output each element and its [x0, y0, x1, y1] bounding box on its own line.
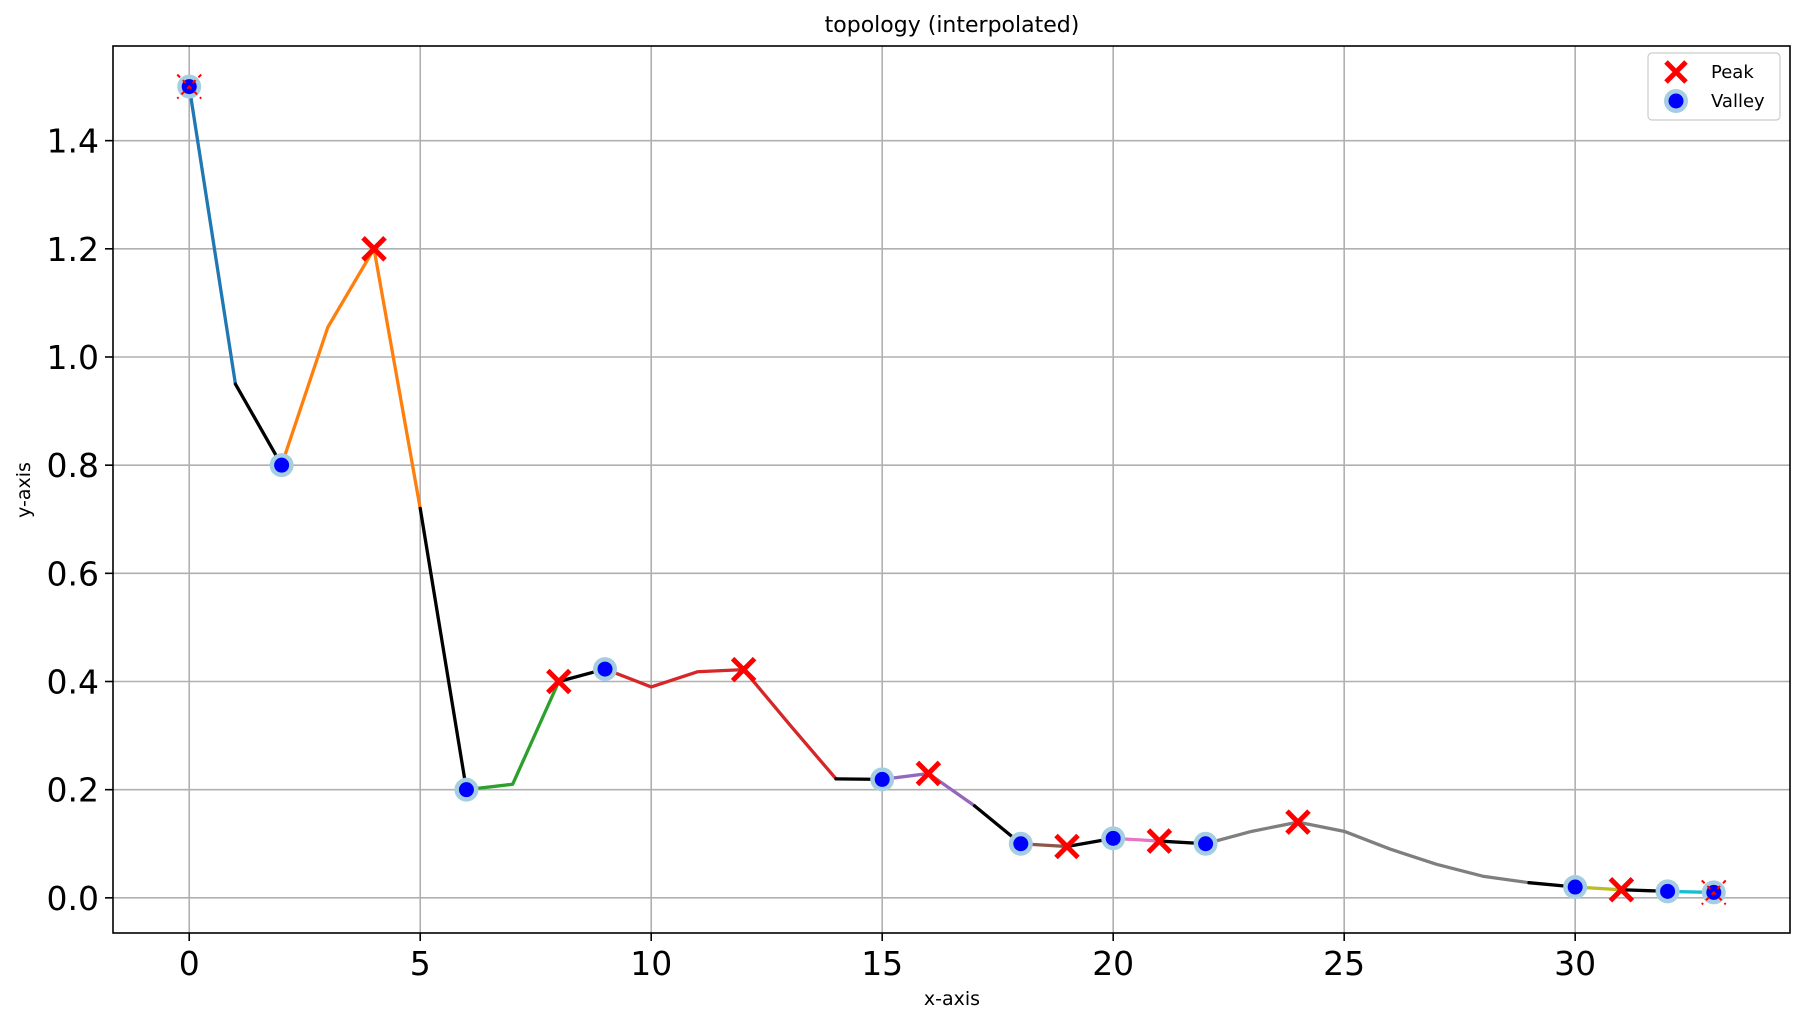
y-axis-label: y-axis	[13, 462, 35, 518]
x-tick-label: 0	[179, 944, 200, 983]
peak-marker-stroke	[1285, 809, 1311, 835]
legend-peak-marker	[1664, 60, 1688, 84]
valley-marker	[870, 767, 895, 792]
line-segment	[233, 382, 284, 467]
y-tick-label: 0.2	[47, 771, 99, 810]
peak-marker	[1054, 833, 1080, 860]
peak-marker	[546, 668, 572, 695]
valley-marker	[1193, 831, 1218, 856]
x-tick-label: 25	[1323, 944, 1365, 983]
valley-marker-dot	[1660, 883, 1676, 899]
peak-marker-stroke	[915, 760, 942, 787]
x-tick-label: 20	[1092, 944, 1134, 983]
valley-marker	[1008, 831, 1033, 856]
x-tick-label: 15	[861, 944, 903, 983]
valley-marker-dot	[274, 457, 290, 473]
valley-marker-dot	[1013, 836, 1029, 852]
peak-marker	[176, 73, 202, 100]
peak-marker	[361, 236, 387, 262]
y-tick-label: 0.0	[47, 879, 99, 918]
line-segment	[1203, 820, 1531, 885]
y-tick-label: 1.0	[47, 338, 99, 377]
line-segment	[279, 247, 422, 511]
valley-marker-dot	[874, 771, 890, 787]
valley-marker-dot	[458, 782, 474, 798]
line-segment	[603, 667, 838, 781]
line-segment	[418, 506, 469, 792]
peak-markers	[176, 73, 1727, 906]
y-tick-label: 0.4	[47, 663, 99, 702]
peak-marker	[730, 656, 757, 683]
y-tick-label: 0.8	[47, 446, 99, 485]
peak-marker-stroke	[546, 668, 572, 695]
grid	[113, 46, 1790, 933]
peak-marker-stroke	[1146, 828, 1173, 854]
plot-area-frame	[112, 45, 1791, 934]
valley-marker	[454, 777, 479, 802]
valley-marker	[593, 657, 618, 682]
y-tick-label: 1.4	[47, 122, 99, 161]
peak-marker-stroke	[1701, 879, 1727, 906]
legend-peak-label: Peak	[1711, 62, 1754, 83]
peak-marker	[1146, 828, 1173, 854]
x-tick-label: 5	[410, 944, 431, 983]
valley-marker-dot	[1567, 879, 1583, 895]
y-tick-label: 0.6	[47, 554, 99, 593]
x-axis-ticks: 0 5 10 15 20 25 30	[179, 933, 1596, 983]
valley-marker	[1563, 875, 1588, 900]
line-segment	[187, 84, 238, 386]
valley-marker	[1655, 879, 1680, 904]
peak-marker-stroke	[1054, 833, 1080, 860]
valley-marker	[1101, 826, 1126, 851]
valley-marker	[269, 453, 294, 478]
legend-valley-label: Valley	[1711, 91, 1765, 112]
x-tick-label: 10	[630, 944, 672, 983]
valley-marker-dot	[1198, 836, 1214, 852]
valley-marker-dot	[597, 661, 613, 677]
line-segment	[464, 679, 561, 792]
peak-marker	[1701, 879, 1727, 906]
valley-marker-dot	[1105, 830, 1121, 846]
peak-marker	[1285, 809, 1311, 835]
legend: Peak Valley	[1647, 52, 1781, 121]
x-axis-label: x-axis	[924, 988, 980, 1010]
peak-marker-stroke	[730, 656, 757, 683]
y-tick-label: 1.2	[47, 230, 99, 269]
chart-title: topology (interpolated)	[825, 13, 1080, 38]
x-tick-label: 30	[1554, 944, 1596, 983]
y-axis-ticks: 0.0 0.2 0.4 0.6 0.8 1.0 1.2 1.4	[47, 122, 113, 918]
peak-marker	[915, 760, 942, 787]
peak-marker-stroke	[176, 73, 202, 100]
peak-marker-stroke	[1608, 876, 1635, 903]
peak-marker	[1608, 876, 1635, 903]
peak-marker-stroke	[361, 236, 387, 262]
legend-valley-marker	[1664, 89, 1688, 113]
